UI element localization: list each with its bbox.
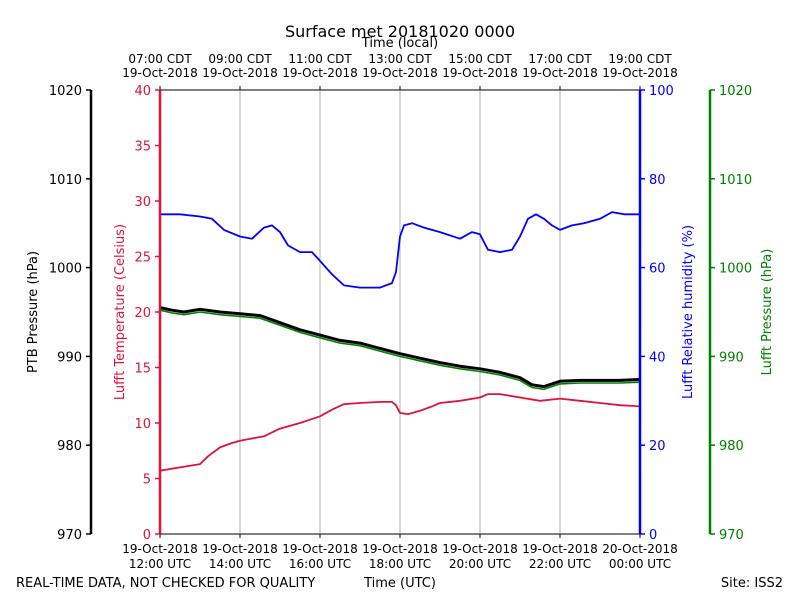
x-tick-time: 12:00 UTC	[129, 557, 191, 571]
site-label: Site: ISS2	[721, 576, 783, 591]
x-tick-date: 19-Oct-2018	[362, 542, 438, 556]
gridlines	[239, 90, 561, 534]
lufft_pressure-tick-label: 1020	[719, 84, 752, 99]
top-tick-time: 13:00 CDT	[368, 52, 432, 66]
ptb-tick-label: 1000	[49, 262, 82, 277]
humidity-tick-label: 60	[649, 262, 666, 277]
lufft_pressure-series-line	[159, 309, 641, 391]
top-tick-time: 07:00 CDT	[128, 52, 192, 66]
ptb-tick-label: 990	[57, 350, 82, 365]
x-tick-time: 14:00 UTC	[209, 557, 271, 571]
top-tick-time: 17:00 CDT	[528, 52, 592, 66]
x-tick-date: 20-Oct-2018	[602, 542, 678, 556]
chart-title: Surface met 20181020 0000	[285, 22, 515, 41]
temperature-series-line	[159, 393, 641, 472]
temperature-tick-label: 25	[134, 251, 151, 266]
humidity-axis-label: Lufft Relative humidity (%)	[681, 225, 696, 399]
temperature-tick-label: 40	[134, 84, 151, 99]
temperature-tick-label: 10	[134, 417, 151, 432]
humidity-tick-label: 100	[649, 84, 674, 99]
top-tick-time: 11:00 CDT	[288, 52, 352, 66]
humidity-series-line	[160, 211, 640, 289]
x-tick-date: 19-Oct-2018	[442, 542, 518, 556]
ptb-tick-label: 1020	[49, 84, 82, 99]
top-tick-date: 19-Oct-2018	[202, 66, 278, 80]
ptb-tick-label: 980	[57, 439, 82, 454]
temperature-tick-label: 0	[143, 528, 151, 543]
top-tick-date: 19-Oct-2018	[522, 66, 598, 80]
ptb-series-line	[159, 306, 641, 389]
series-lines	[159, 211, 641, 472]
top-tick-date: 19-Oct-2018	[282, 66, 358, 80]
ptb-tick-label: 1010	[49, 173, 82, 188]
x-tick-time: 00:00 UTC	[609, 557, 671, 571]
x-tick-time: 20:00 UTC	[449, 557, 511, 571]
x-tick-date: 19-Oct-2018	[122, 542, 198, 556]
temperature-tick-label: 30	[134, 195, 151, 210]
quality-disclaimer: REAL-TIME DATA, NOT CHECKED FOR QUALITY	[16, 576, 315, 591]
x-tick-time: 22:00 UTC	[529, 557, 591, 571]
top-axis-title: Time (local)	[361, 36, 438, 51]
x-tick-date: 19-Oct-2018	[202, 542, 278, 556]
temperature-tick-label: 20	[134, 306, 151, 321]
x-tick-time: 18:00 UTC	[369, 557, 431, 571]
top-tick-time: 19:00 CDT	[608, 52, 672, 66]
x-tick-date: 19-Oct-2018	[522, 542, 598, 556]
lufft_pressure-tick-label: 970	[719, 528, 744, 543]
ptb-axis-label: PTB Pressure (hPa)	[26, 251, 41, 373]
top-tick-time: 09:00 CDT	[208, 52, 272, 66]
temperature-tick-label: 15	[134, 362, 151, 377]
x-tick-date: 19-Oct-2018	[282, 542, 358, 556]
bottom-axis-title: Time (UTC)	[363, 576, 436, 591]
temperature-axis-label: Lufft Temperature (Celsius)	[113, 224, 128, 400]
humidity-tick-label: 20	[649, 439, 666, 454]
ptb-tick-label: 970	[57, 528, 82, 543]
top-tick-date: 19-Oct-2018	[122, 66, 198, 80]
humidity-tick-label: 80	[649, 173, 666, 188]
temperature-tick-label: 35	[134, 140, 151, 155]
top-tick-date: 19-Oct-2018	[602, 66, 678, 80]
top-tick-time: 15:00 CDT	[448, 52, 512, 66]
lufft_pressure-tick-label: 1000	[719, 262, 752, 277]
lufft_pressure-tick-label: 1010	[719, 173, 752, 188]
lufft_pressure-tick-label: 990	[719, 350, 744, 365]
humidity-tick-label: 40	[649, 350, 666, 365]
x-tick-time: 16:00 UTC	[289, 557, 351, 571]
lufft_pressure-tick-label: 980	[719, 439, 744, 454]
top-tick-date: 19-Oct-2018	[442, 66, 518, 80]
temperature-tick-label: 5	[143, 473, 151, 488]
top-tick-date: 19-Oct-2018	[362, 66, 438, 80]
humidity-tick-label: 0	[649, 528, 657, 543]
lufft-pressure-axis-label: Lufft Pressure (hPa)	[760, 249, 775, 376]
